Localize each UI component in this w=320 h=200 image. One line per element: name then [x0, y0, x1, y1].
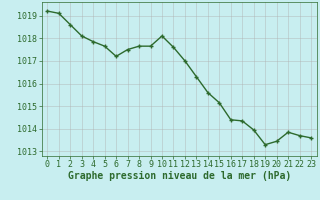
- X-axis label: Graphe pression niveau de la mer (hPa): Graphe pression niveau de la mer (hPa): [68, 171, 291, 181]
